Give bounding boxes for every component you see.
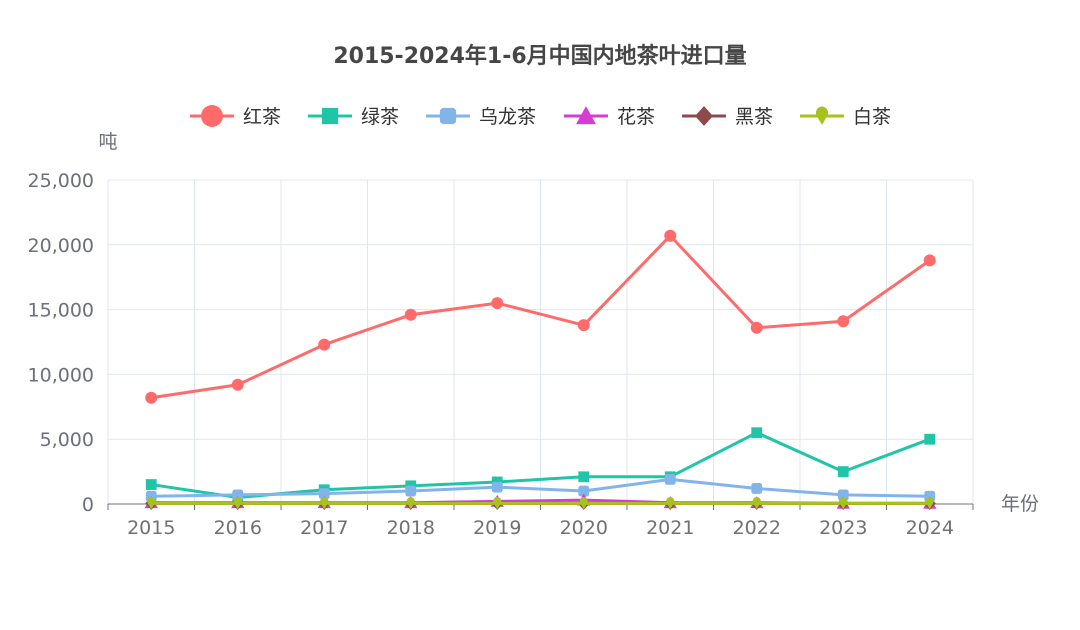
x-tick-label: 2024 [906,517,954,539]
data-point [837,315,850,328]
x-tick-label: 2015 [127,517,175,539]
data-point [925,497,934,510]
legend-marker [201,105,223,127]
data-point [751,483,763,494]
legend-marker [321,107,339,125]
series-line [151,234,931,400]
x-tick-label: 2019 [473,517,521,539]
legend-item[interactable]: 红茶 [190,105,281,128]
data-point [318,338,331,351]
series-6 [147,497,934,510]
x-axis-name: 年份 [1001,493,1039,515]
x-tick-label: 2018 [387,517,435,539]
y-tick-label: 10,000 [28,364,94,386]
x-tick-label: 2016 [214,517,262,539]
data-point [404,308,417,321]
legend-item[interactable]: 白茶 [800,106,891,128]
data-point [664,229,677,242]
data-point [406,497,415,510]
x-tick-label: 2023 [819,517,867,539]
legend: 红茶 绿茶 乌龙茶 花茶 黑茶 白茶 [190,105,891,128]
x-tick-label: 2020 [560,517,608,539]
data-point [491,297,504,310]
data-point [318,488,330,500]
y-tick-label: 0 [82,494,94,516]
data-point [923,254,936,267]
y-tick-label: 20,000 [28,235,94,257]
chart-title: 2015-2024年1-6月中国内地茶叶进口量 [333,43,746,69]
data-point [577,319,590,332]
legend-label: 花茶 [617,106,655,128]
y-tick-label: 25,000 [28,170,94,192]
legend-marker [695,106,713,126]
data-point [493,497,502,510]
data-point [839,497,848,510]
data-point [232,489,244,501]
data-point [320,497,329,510]
data-point [145,391,158,404]
legend-item[interactable]: 乌龙茶 [426,106,536,128]
data-point [837,489,849,501]
legend-item[interactable]: 黑茶 [682,106,773,128]
series-group [144,229,937,510]
data-point [578,471,590,483]
legend-item[interactable]: 绿茶 [308,106,399,128]
data-point [752,497,761,510]
legend-label: 白茶 [853,106,891,128]
data-point [231,378,244,391]
legend-marker [439,107,457,125]
series-1 [145,229,936,404]
data-point [664,473,676,485]
y-axis-unit: 吨 [98,131,117,153]
data-point [924,433,936,445]
data-point [145,479,157,490]
data-point [233,497,242,510]
y-tick-label: 5,000 [40,429,94,451]
series-line [151,477,930,498]
x-tick-label: 2021 [646,517,694,539]
legend-marker [576,106,596,125]
y-tick-label: 15,000 [28,300,94,322]
data-point [579,497,588,510]
data-point [751,427,763,439]
legend-marker [815,106,829,125]
data-point [578,485,590,497]
data-point [837,466,849,477]
series-3 [145,473,936,502]
legend-label: 黑茶 [735,106,773,128]
legend-item[interactable]: 花茶 [564,106,655,128]
x-tick-label: 2022 [733,517,781,539]
data-point [147,497,156,510]
legend-label: 绿茶 [361,106,399,128]
data-point [666,497,675,510]
data-point [491,481,503,493]
data-point [405,485,417,497]
legend-label: 乌龙茶 [479,106,536,128]
grid: 0 5,000 10,000 15,000 20,000 25,000 [28,170,974,516]
data-point [750,321,763,334]
legend-label: 红茶 [243,106,281,128]
x-tick-label: 2017 [300,517,348,539]
